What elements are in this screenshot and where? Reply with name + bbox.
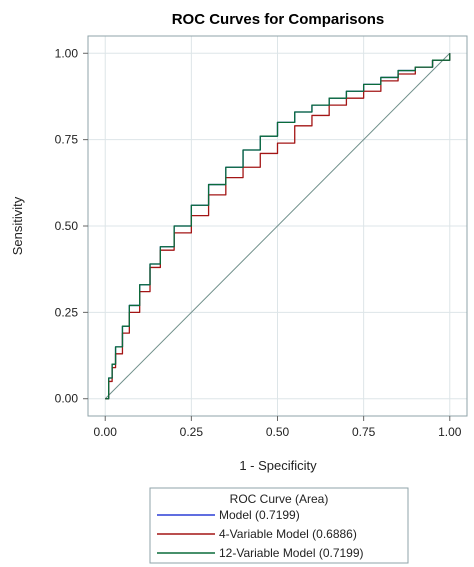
series-layer [105, 53, 451, 400]
legend-label-2: 12-Variable Model (0.7199) [219, 546, 364, 560]
y-tick-label: 0.50 [55, 219, 79, 233]
reference-line-layer [104, 52, 451, 400]
legend: ROC Curve (Area) Model (0.7199) 4-Variabl… [149, 487, 409, 564]
x-tick-label: 1.00 [438, 425, 462, 439]
x-tick-label: 0.25 [180, 425, 204, 439]
legend-label-0: Model (0.7199) [219, 508, 300, 522]
x-tick-label: 0.50 [266, 425, 290, 439]
y-axis-label: Sensitivity [10, 196, 25, 255]
y-tick-label: 0.00 [55, 392, 79, 406]
legend-box [149, 487, 409, 564]
y-axis-ticks: 0.00 0.25 0.50 0.75 1.00 [55, 46, 88, 406]
reference-diagonal-line [104, 52, 451, 400]
legend-items: Model (0.7199) 4-Variable Model (0.6886) 1… [157, 508, 364, 560]
y-tick-label: 1.00 [55, 46, 79, 60]
chart-title: ROC Curves for Comparisons [172, 11, 385, 28]
roc-series-line-2 [105, 53, 451, 400]
legend-label-1: 4-Variable Model (0.6886) [219, 527, 357, 541]
y-tick-label: 0.25 [55, 305, 79, 319]
x-axis-ticks: 0.00 0.25 0.50 0.75 1.00 [94, 416, 462, 439]
y-tick-label: 0.75 [55, 133, 79, 147]
x-tick-label: 0.00 [94, 425, 118, 439]
x-axis-label: 1 - Specificity [239, 458, 317, 473]
grid-lines [88, 36, 467, 416]
x-tick-label: 0.75 [352, 425, 376, 439]
legend-title: ROC Curve (Area) [230, 492, 329, 506]
